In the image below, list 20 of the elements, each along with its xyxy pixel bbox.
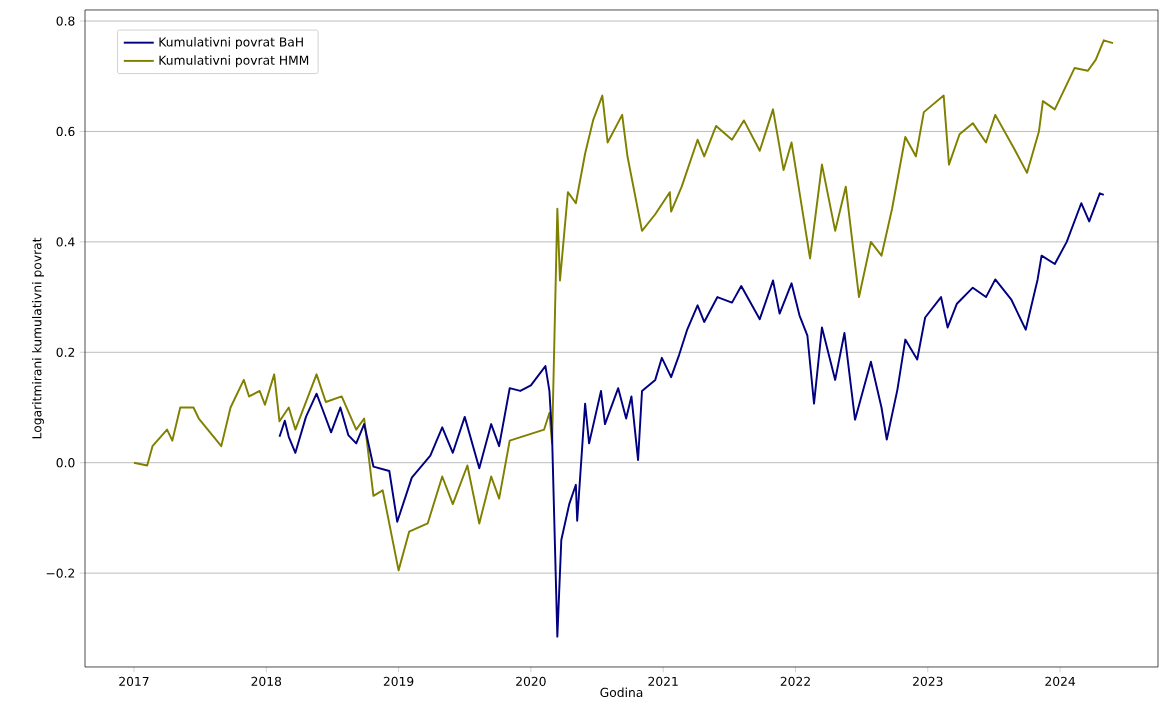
legend-label: Kumulativni povrat HMM <box>159 55 309 68</box>
y-tick-label: 0.0 <box>56 458 75 468</box>
legend-label: Kumulativni povrat BaH <box>159 37 303 49</box>
y-axis-title: Logaritmirani kumulativni povrat <box>31 237 44 439</box>
x-axis-title: Godina <box>600 687 643 698</box>
x-tick-label: 2021 <box>648 676 678 686</box>
y-tick-label: 0.6 <box>56 126 75 137</box>
line-series <box>132 39 1114 572</box>
x-tick-label: 2024 <box>1045 676 1076 686</box>
x-tick-label: 2020 <box>516 676 546 686</box>
line-series <box>278 192 1105 638</box>
x-tick-label: 2022 <box>780 676 810 686</box>
y-tick-label: 0.8 <box>56 16 75 26</box>
x-tick-label: 2018 <box>251 676 282 686</box>
x-tick-label: 2019 <box>383 676 414 686</box>
y-tick-label: 0.2 <box>56 347 75 357</box>
y-tick-label: −0.2 <box>46 568 75 578</box>
x-tick-label: 2023 <box>913 676 943 686</box>
y-tick-label: 0.4 <box>56 237 75 247</box>
x-tick-label: 2017 <box>119 676 149 686</box>
